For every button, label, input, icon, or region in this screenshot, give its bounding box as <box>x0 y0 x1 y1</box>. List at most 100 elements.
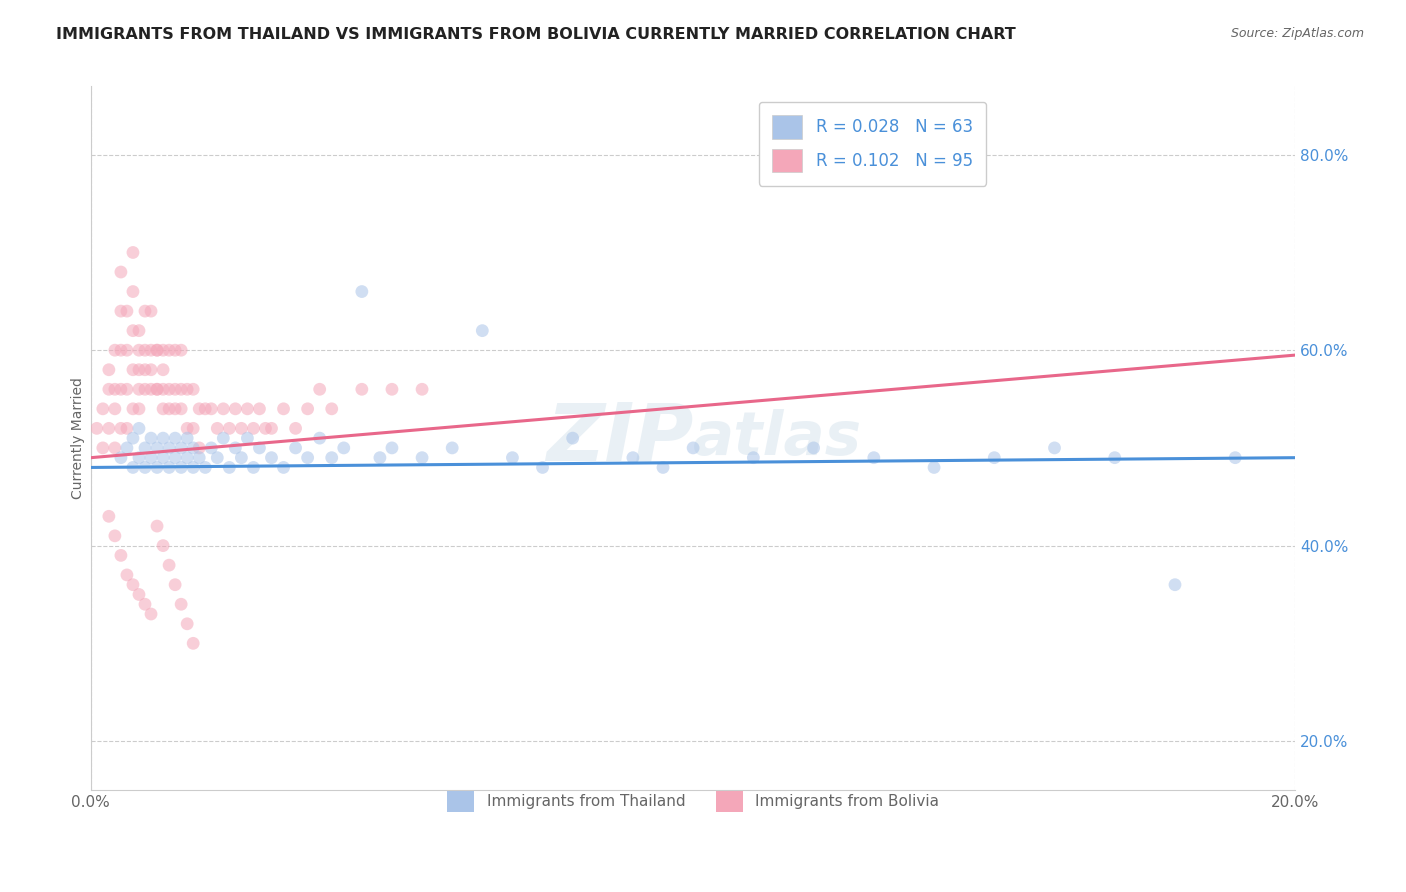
Point <box>181 441 204 455</box>
Point <box>1164 578 1187 592</box>
Point <box>188 401 211 416</box>
Point <box>115 343 138 358</box>
Point <box>139 362 162 376</box>
Point <box>297 401 319 416</box>
Point <box>146 343 169 358</box>
Point <box>231 450 253 465</box>
Point <box>139 304 162 318</box>
Point <box>561 431 583 445</box>
Point <box>249 401 271 416</box>
Point <box>122 324 145 338</box>
Point <box>333 441 356 455</box>
Point <box>862 450 884 465</box>
Legend: Immigrants from Thailand, Immigrants from Bolivia: Immigrants from Thailand, Immigrants fro… <box>434 779 952 824</box>
Point <box>207 450 229 465</box>
Point <box>501 450 523 465</box>
Point <box>411 382 433 396</box>
Point <box>531 460 554 475</box>
Point <box>170 401 193 416</box>
Point <box>128 362 150 376</box>
Point <box>165 382 187 396</box>
Point <box>170 597 193 611</box>
Point <box>146 382 169 396</box>
Point <box>122 362 145 376</box>
Point <box>170 460 193 475</box>
Point <box>139 343 162 358</box>
Point <box>308 382 330 396</box>
Point <box>381 382 404 396</box>
Point <box>146 382 169 396</box>
Point <box>110 265 132 279</box>
Point <box>1043 441 1066 455</box>
Point <box>134 304 156 318</box>
Point <box>152 539 174 553</box>
Point <box>115 568 138 582</box>
Text: Source: ZipAtlas.com: Source: ZipAtlas.com <box>1230 27 1364 40</box>
Point <box>122 285 145 299</box>
Point <box>284 441 307 455</box>
Point <box>122 245 145 260</box>
Point <box>115 382 138 396</box>
Point <box>134 460 156 475</box>
Point <box>115 441 138 455</box>
Point <box>122 460 145 475</box>
Point <box>128 401 150 416</box>
Point <box>110 450 132 465</box>
Point <box>1104 450 1126 465</box>
Point <box>110 304 132 318</box>
Point <box>181 460 204 475</box>
Point <box>152 343 174 358</box>
Text: atlas: atlas <box>693 409 862 467</box>
Point <box>128 450 150 465</box>
Point <box>441 441 464 455</box>
Point <box>181 421 204 435</box>
Point <box>139 450 162 465</box>
Point <box>97 382 120 396</box>
Point <box>297 450 319 465</box>
Point <box>284 421 307 435</box>
Point <box>242 421 264 435</box>
Point <box>91 401 114 416</box>
Point <box>181 636 204 650</box>
Point <box>321 401 343 416</box>
Point <box>104 382 127 396</box>
Point <box>128 343 150 358</box>
Point <box>242 460 264 475</box>
Point <box>134 343 156 358</box>
Point <box>200 401 222 416</box>
Point <box>139 382 162 396</box>
Point <box>104 441 127 455</box>
Point <box>188 441 211 455</box>
Point <box>218 421 240 435</box>
Point <box>122 578 145 592</box>
Point <box>411 450 433 465</box>
Point <box>146 343 169 358</box>
Point <box>97 509 120 524</box>
Point <box>803 441 825 455</box>
Point <box>157 558 180 573</box>
Point <box>983 450 1005 465</box>
Point <box>157 401 180 416</box>
Point <box>146 460 169 475</box>
Point <box>236 401 259 416</box>
Point <box>273 401 295 416</box>
Point <box>157 441 180 455</box>
Point <box>381 441 404 455</box>
Point <box>139 607 162 621</box>
Point <box>134 382 156 396</box>
Point <box>165 578 187 592</box>
Point <box>188 450 211 465</box>
Point <box>170 441 193 455</box>
Point <box>194 401 217 416</box>
Point <box>170 343 193 358</box>
Point <box>165 401 187 416</box>
Point <box>110 382 132 396</box>
Point <box>249 441 271 455</box>
Text: IMMIGRANTS FROM THAILAND VS IMMIGRANTS FROM BOLIVIA CURRENTLY MARRIED CORRELATIO: IMMIGRANTS FROM THAILAND VS IMMIGRANTS F… <box>56 27 1017 42</box>
Point <box>86 421 108 435</box>
Point <box>231 421 253 435</box>
Point <box>152 401 174 416</box>
Point <box>110 549 132 563</box>
Point <box>170 382 193 396</box>
Point <box>146 441 169 455</box>
